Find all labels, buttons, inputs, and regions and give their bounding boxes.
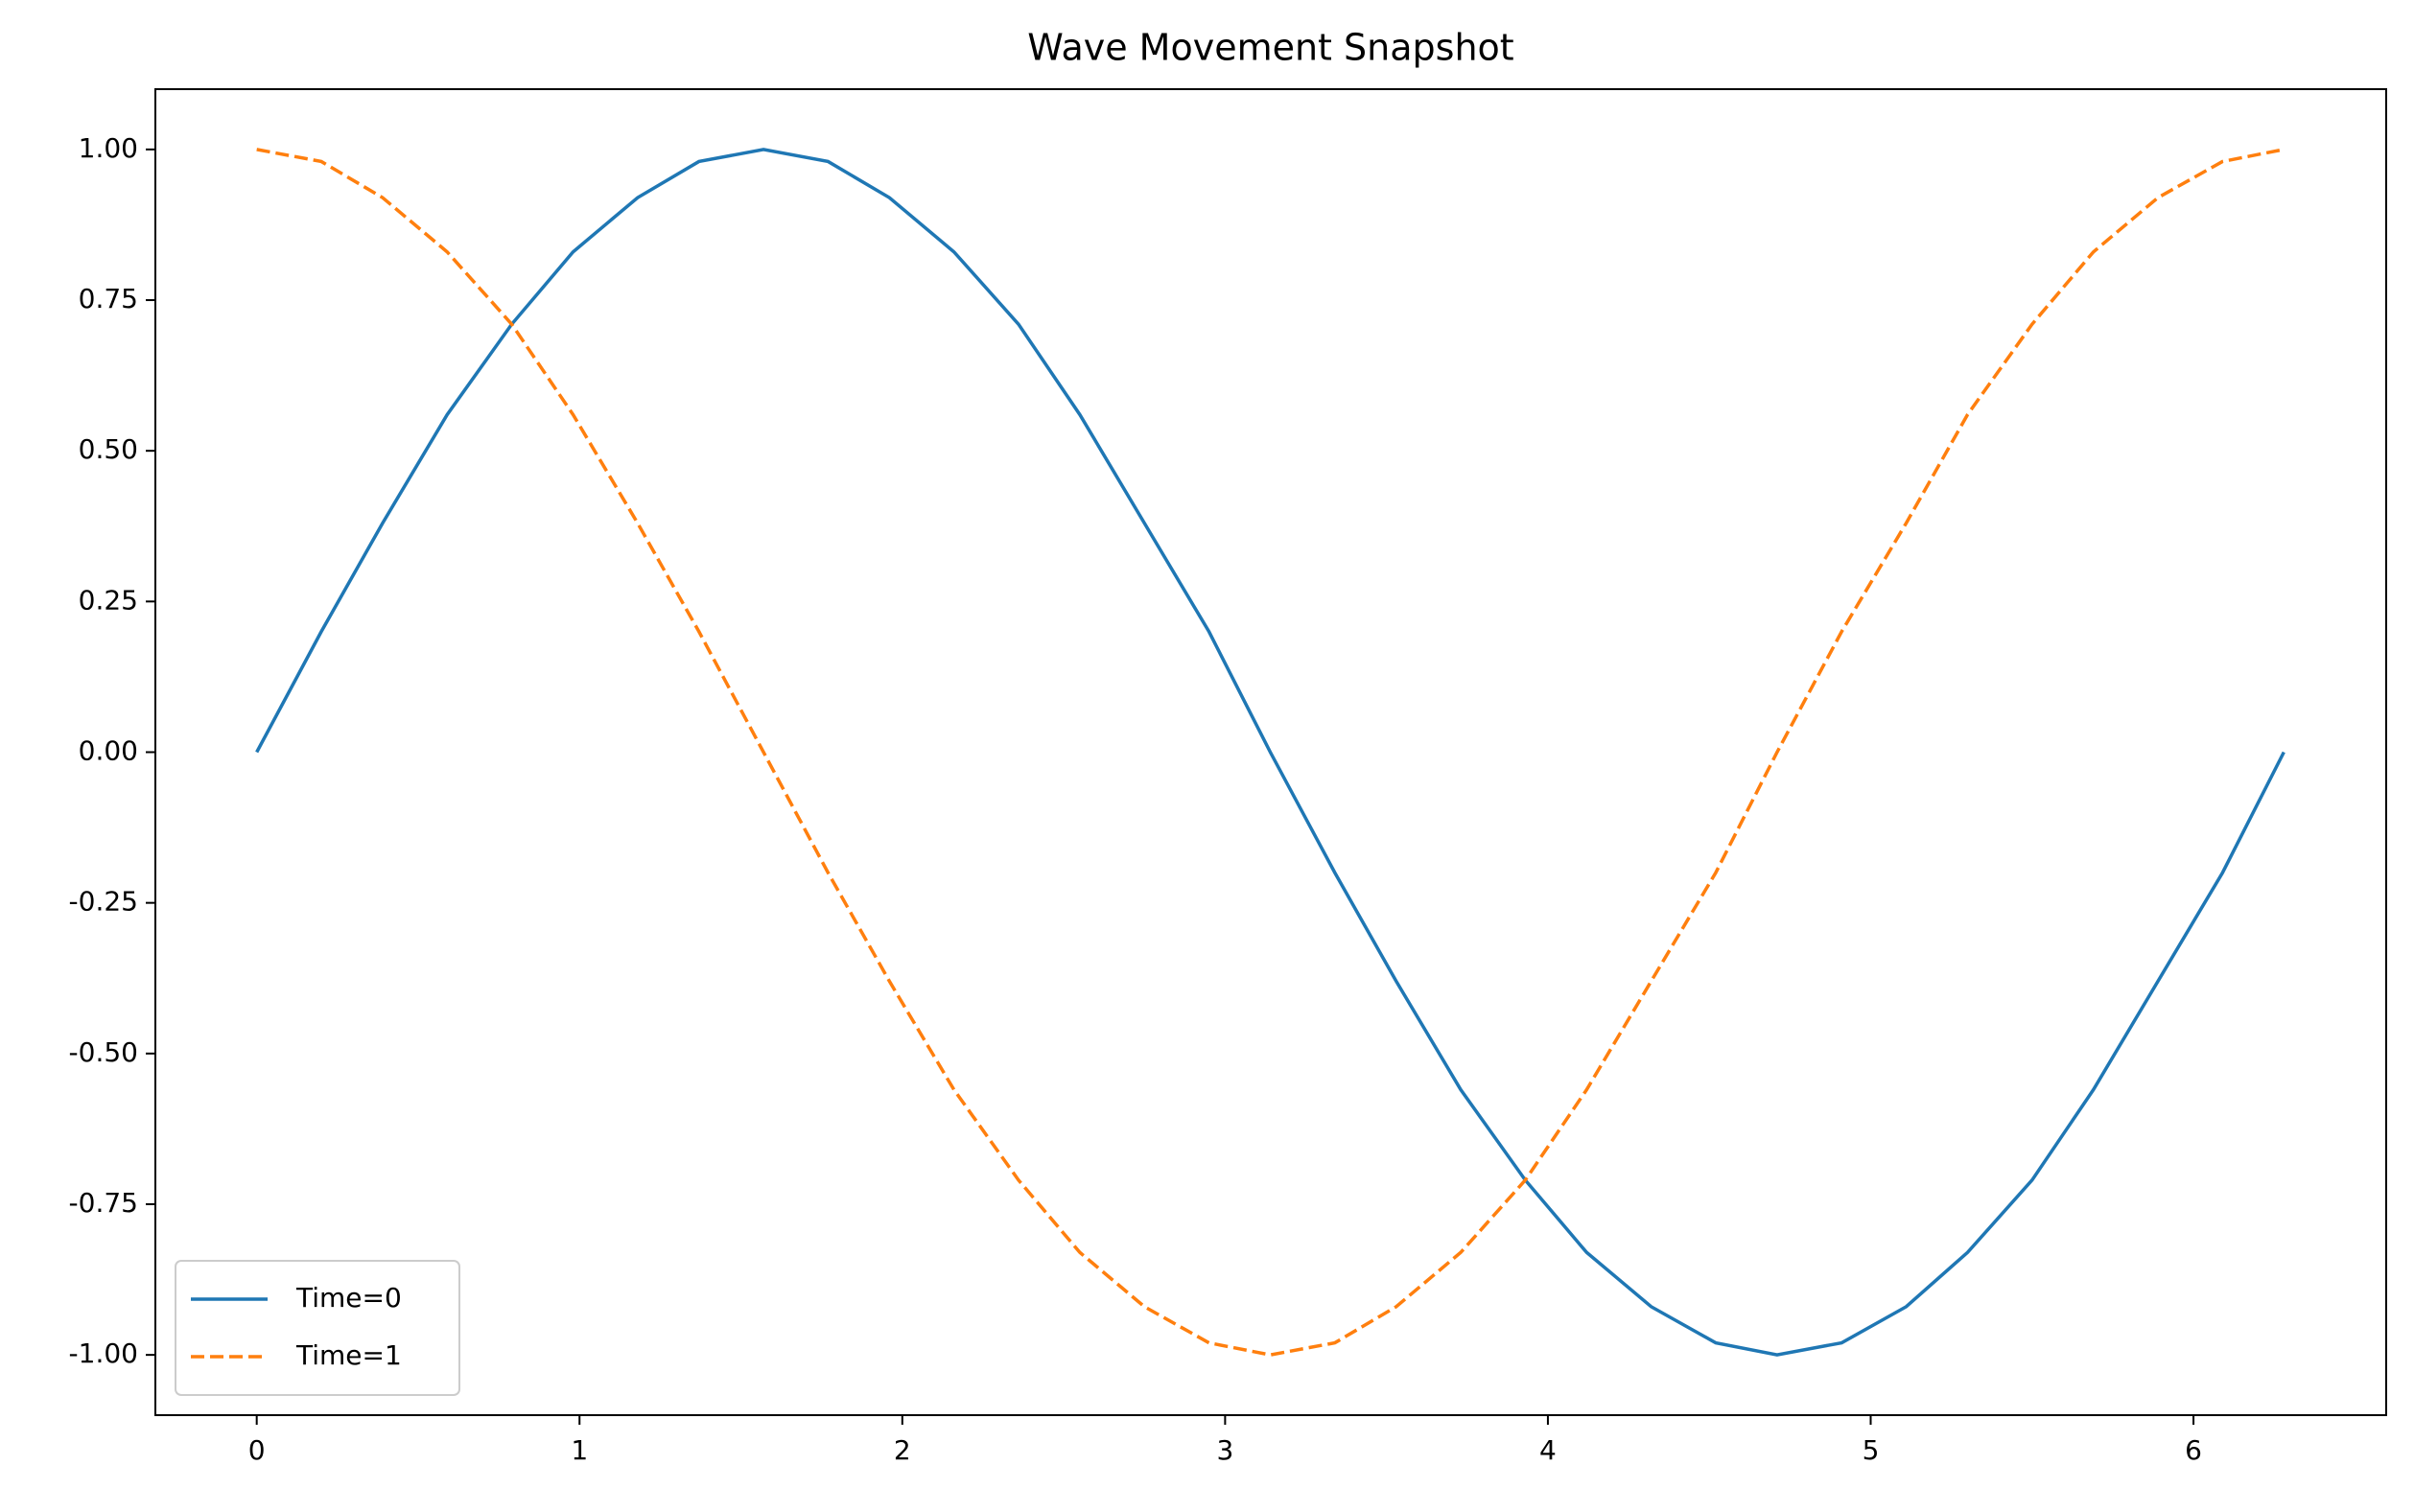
x-tick-label: 4 bbox=[1539, 1434, 1557, 1466]
x-tick-label: 1 bbox=[571, 1434, 588, 1466]
y-tick-label: 0.50 bbox=[79, 433, 138, 465]
line-series bbox=[255, 148, 2285, 1357]
plot-frame bbox=[154, 88, 2387, 1416]
legend-label: Time=0 bbox=[295, 1282, 402, 1314]
x-tick-label: 2 bbox=[894, 1434, 911, 1466]
legend-box bbox=[175, 1260, 460, 1396]
line-series bbox=[256, 148, 2285, 1357]
legend: Time=0 Time=1 bbox=[175, 1260, 460, 1396]
legend-label: Time=1 bbox=[295, 1339, 402, 1371]
y-tick-label: -1.00 bbox=[69, 1338, 138, 1369]
x-tick-label: 6 bbox=[2185, 1434, 2202, 1466]
y-tick-label: -0.25 bbox=[69, 886, 138, 918]
y-tick-label: -0.50 bbox=[69, 1036, 138, 1068]
y-tick-label: 0.00 bbox=[79, 735, 138, 767]
y-tick-label: 1.00 bbox=[79, 132, 138, 164]
x-tick-label: 3 bbox=[1216, 1434, 1233, 1466]
y-tick-label: 0.25 bbox=[79, 584, 138, 616]
chart-title: Wave Movement Snapshot bbox=[1027, 27, 1513, 69]
y-tick-label: -0.75 bbox=[69, 1187, 138, 1219]
x-tick-label: 0 bbox=[248, 1434, 266, 1466]
x-tick-label: 5 bbox=[1863, 1434, 1880, 1466]
y-tick-label: 0.75 bbox=[79, 283, 138, 314]
